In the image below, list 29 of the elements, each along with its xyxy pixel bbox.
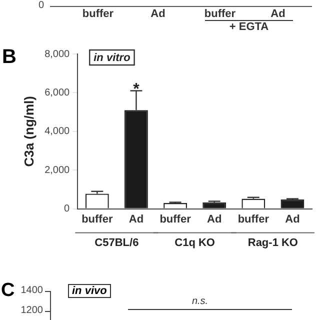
x-tick-label: buffer <box>160 213 192 226</box>
text: + EGTA <box>228 21 270 33</box>
text: C <box>1 280 15 302</box>
annotation: * <box>133 80 140 98</box>
text: n.s. <box>190 296 210 307</box>
category-label: buffer <box>81 8 115 20</box>
x-tick-label: Ad <box>285 213 300 226</box>
y-tick-label: 4,000 <box>44 126 70 138</box>
text: 0 <box>37 0 44 12</box>
category-label: Ad <box>150 8 166 20</box>
text: 1200 <box>20 305 43 317</box>
annotation: in vitro <box>94 52 131 64</box>
text: Rag-1 KO <box>248 236 298 249</box>
x-tick-label: Ad <box>128 213 144 226</box>
y-tick-label: 0 <box>64 204 70 215</box>
category-label: buffer <box>203 8 237 20</box>
x-tick-label: buffer <box>82 213 114 226</box>
x-tick-label: buffer <box>238 213 270 226</box>
y-tick-label: 2,000 <box>44 164 70 176</box>
chart-title: B <box>2 46 16 69</box>
y-axis-title: C3a (ng/ml) <box>21 96 36 167</box>
text: C1q KO <box>174 236 216 249</box>
text: 1400 <box>20 285 43 297</box>
x-tick-label: Ad <box>207 213 222 226</box>
category-label: Ad <box>270 8 286 20</box>
y-tick-label: 6,000 <box>44 87 70 98</box>
text: C57BL/6 <box>94 236 139 249</box>
text: in vivo <box>68 284 111 298</box>
y-tick-label: 8,000 <box>44 48 70 60</box>
